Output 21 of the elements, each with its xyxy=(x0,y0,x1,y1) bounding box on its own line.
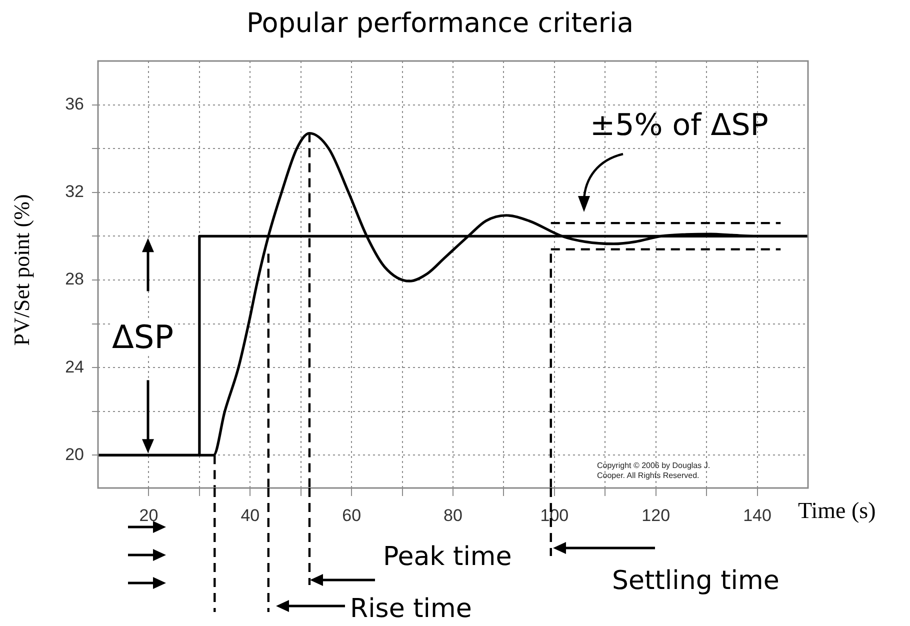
x-tick-label: 80 xyxy=(444,506,462,525)
x-axis-title: Time (s) xyxy=(798,498,876,524)
text: Settling time xyxy=(612,566,780,596)
x-tick-label: 100 xyxy=(540,506,569,525)
y-tick-label: 20 xyxy=(65,444,84,464)
x-tick-label: 60 xyxy=(342,506,362,525)
x-tick-label: 120 xyxy=(642,506,670,525)
annotation: Copyright © 2006 by Douglas J. Cooper. All Rights Reserved. xyxy=(597,461,712,481)
x-tick-label: 20 xyxy=(139,506,158,525)
annotation: ±5% of ΔSP xyxy=(590,108,768,143)
annotation: ΔSP xyxy=(112,318,174,356)
chart-title: Popular performance criteria xyxy=(245,8,635,39)
y-axis-title: PV/Set point (%) xyxy=(9,194,35,346)
y-tick-label: 28 xyxy=(65,270,84,289)
text: Rise time xyxy=(350,594,472,624)
y-tick-label: 36 xyxy=(65,94,84,114)
text: Peak time xyxy=(383,542,512,572)
y-tick-label: 24 xyxy=(65,357,84,376)
x-tick-label: 140 xyxy=(743,506,772,525)
x-tick-label: 40 xyxy=(240,506,260,525)
y-tick-label: 32 xyxy=(65,182,84,202)
